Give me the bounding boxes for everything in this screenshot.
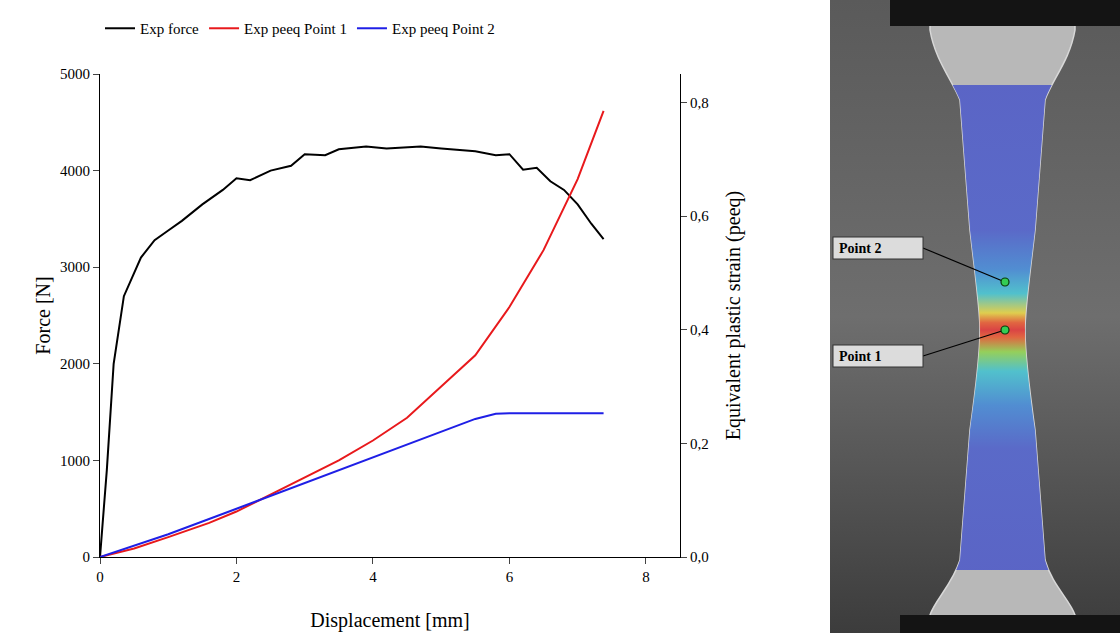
svg-text:Force [N]: Force [N] — [32, 276, 54, 354]
svg-text:2: 2 — [233, 569, 241, 585]
svg-text:0,6: 0,6 — [690, 208, 709, 224]
svg-text:Exp force: Exp force — [140, 21, 199, 37]
svg-text:1000: 1000 — [60, 453, 90, 469]
svg-text:0: 0 — [83, 549, 91, 565]
svg-text:0,4: 0,4 — [690, 322, 709, 338]
svg-text:Exp peeq Point 2: Exp peeq Point 2 — [392, 21, 495, 37]
svg-text:0,0: 0,0 — [690, 549, 709, 565]
svg-text:6: 6 — [506, 569, 514, 585]
svg-text:0,2: 0,2 — [690, 436, 709, 452]
svg-text:4000: 4000 — [60, 163, 90, 179]
svg-text:3000: 3000 — [60, 259, 90, 275]
svg-text:Equivalent plastic strain (pee: Equivalent plastic strain (peeq) — [722, 191, 745, 440]
svg-text:0: 0 — [96, 569, 104, 585]
svg-text:2000: 2000 — [60, 356, 90, 372]
svg-text:Point 2: Point 2 — [839, 241, 881, 256]
svg-text:4: 4 — [369, 569, 377, 585]
svg-text:8: 8 — [642, 569, 650, 585]
svg-text:Exp peeq Point 1: Exp peeq Point 1 — [244, 21, 347, 37]
svg-text:Point 1: Point 1 — [839, 349, 881, 364]
svg-text:0,8: 0,8 — [690, 95, 709, 111]
svg-text:5000: 5000 — [60, 66, 90, 82]
svg-text:Displacement [mm]: Displacement [mm] — [310, 609, 469, 632]
